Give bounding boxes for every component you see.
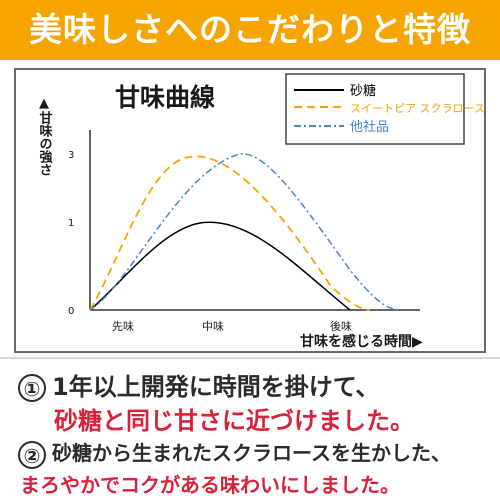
- note-1-text: 1年以上開発に時間を掛けて、: [52, 373, 380, 401]
- y-tick-label: 3: [68, 150, 74, 161]
- legend-box: [285, 73, 465, 145]
- y-axis-label: ▲甘味の強さ: [37, 96, 53, 176]
- legend-label-sucralose: スイートピア スクラロース: [350, 102, 485, 115]
- chart-title: 甘味曲線: [115, 83, 215, 112]
- legend: 砂糖 スイートピア スクラロース 他社品: [285, 73, 485, 145]
- feature-notes: ① 1年以上開発に時間を掛けて、 砂糖と同じ甘さに近づけました。 ② 砂糖から生まれ…: [0, 357, 500, 502]
- x-tick-label: 先味: [112, 320, 134, 333]
- note-1-line-2: 砂糖と同じ甘さに近づけました。: [54, 407, 414, 435]
- note-2-line-2: まろやかでコクがある味わいにしました。: [20, 473, 400, 497]
- x-axis-label: 甘味を感じる時間▶: [300, 333, 423, 350]
- note-1-marker: ①: [18, 374, 46, 402]
- legend-label-other: 他社品: [350, 119, 389, 135]
- header-banner: 美味しさへのこだわりと特徴: [0, 0, 500, 60]
- series-line-sucralose: [89, 155, 371, 311]
- x-tick-label: 後味: [330, 319, 352, 333]
- sweetness-chart: 甘味曲線 ▲甘味の強さ 0 1 3 先味 中味 後味 甘味を感じる時間▶ 砂糖 …: [37, 73, 485, 350]
- note-1-line-1: ① 1年以上開発に時間を掛けて、: [18, 367, 488, 402]
- series-line-sugar: [89, 221, 351, 311]
- note-2-line-1: ② 砂糖から生まれたスクラロースを生かした、: [18, 437, 488, 469]
- x-tick-label: 中味: [202, 320, 224, 333]
- y-tick-label: 0: [68, 306, 74, 317]
- y-tick-label: 1: [68, 218, 74, 229]
- page-title: 美味しさへのこだわりと特徴: [29, 10, 471, 49]
- note-2-text: 砂糖から生まれたスクラロースを生かした、: [52, 441, 451, 465]
- series-line-other: [89, 153, 401, 311]
- note-2-marker: ②: [18, 440, 46, 469]
- legend-label-sugar: 砂糖: [350, 83, 376, 99]
